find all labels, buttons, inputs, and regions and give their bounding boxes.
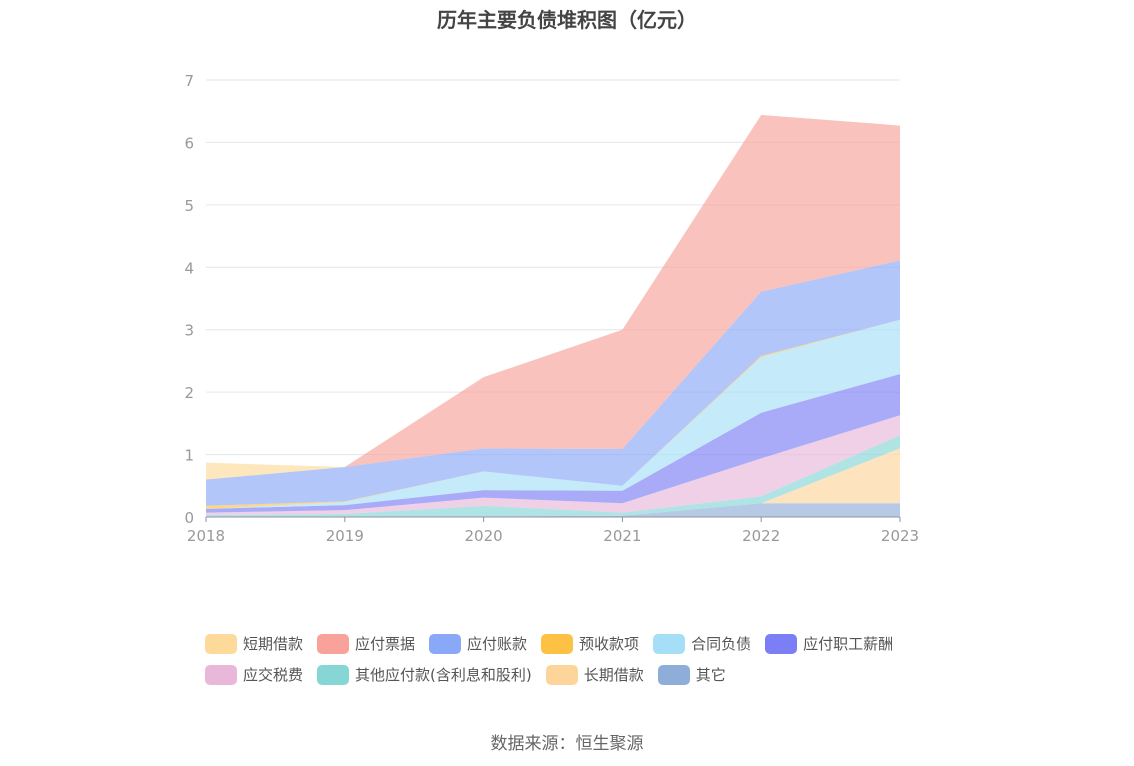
chart-title: 历年主要负债堆积图（亿元） <box>437 8 697 32</box>
y-tick-label: 4 <box>184 259 194 277</box>
legend-item[interactable]: 应付职工薪酬 <box>765 633 893 654</box>
legend-label: 应付职工薪酬 <box>803 635 894 653</box>
x-tick-label: 2021 <box>603 527 641 545</box>
x-tick-label: 2019 <box>326 527 364 545</box>
legend-label: 短期借款 <box>243 635 304 653</box>
legend-item[interactable]: 应交税费 <box>205 664 303 685</box>
x-tick-label: 2018 <box>187 527 225 545</box>
area-应付账款 <box>206 260 900 506</box>
legend-label: 其他应付款(含利息和股利) <box>355 666 532 684</box>
area-合同负债 <box>206 319 900 509</box>
legend-item[interactable]: 预收款项 <box>541 633 639 654</box>
legend-row-1: 短期借款 应付票据 应付账款 预收款项 合同负债 应付职工薪酬 <box>205 633 893 654</box>
legend-label: 长期借款 <box>583 666 644 684</box>
x-tick-label: 2022 <box>742 527 780 545</box>
legend-label: 应付票据 <box>355 635 416 653</box>
legend-swatch <box>545 664 578 685</box>
legend-label: 其它 <box>695 666 726 684</box>
legend-swatch <box>765 633 798 654</box>
legend-item[interactable]: 合同负债 <box>653 633 751 654</box>
area-其它 <box>206 503 900 517</box>
y-tick-label: 6 <box>184 134 194 152</box>
legend-swatch <box>317 664 350 685</box>
legend-item[interactable]: 短期借款 <box>205 633 303 654</box>
y-tick-label: 5 <box>184 197 194 215</box>
legend-swatch <box>317 633 350 654</box>
y-tick-label: 3 <box>184 322 194 340</box>
legend-label: 预收款项 <box>579 635 640 653</box>
area-应交税费 <box>206 415 900 516</box>
legend-swatch <box>541 633 574 654</box>
legend-swatch <box>653 633 686 654</box>
x-tick-label: 2023 <box>881 527 919 545</box>
legend-label: 应付账款 <box>467 635 528 653</box>
legend-row-2: 应交税费 其他应付款(含利息和股利) 长期借款 其它 <box>205 664 726 685</box>
x-tick-label: 2020 <box>465 527 503 545</box>
legend-label: 应交税费 <box>243 666 304 684</box>
legend-item[interactable]: 其他应付款(含利息和股利) <box>317 664 532 685</box>
y-tick-label: 2 <box>184 384 194 402</box>
legend-item[interactable]: 应付票据 <box>317 633 415 654</box>
legend-item[interactable]: 应付账款 <box>429 633 527 654</box>
area-应付职工薪酬 <box>206 374 900 513</box>
stacked-area-chart: 0 1 2 3 4 5 6 7 2018 2019 2020 2021 2022 2023 <box>184 72 919 545</box>
legend-item[interactable]: 其它 <box>657 664 726 685</box>
y-tick-label: 0 <box>184 509 194 527</box>
y-tick-label: 1 <box>184 447 194 465</box>
legend-swatch <box>205 633 237 654</box>
y-tick-label: 7 <box>184 72 194 90</box>
legend-item[interactable]: 长期借款 <box>545 664 644 685</box>
area-应付票据 <box>206 114 900 480</box>
legend-swatch <box>429 633 462 654</box>
legend-swatch <box>205 664 237 685</box>
legend-label: 合同负债 <box>691 635 752 653</box>
legend-swatch <box>657 664 690 685</box>
data-source: 数据来源：恒生聚源 <box>490 734 644 754</box>
